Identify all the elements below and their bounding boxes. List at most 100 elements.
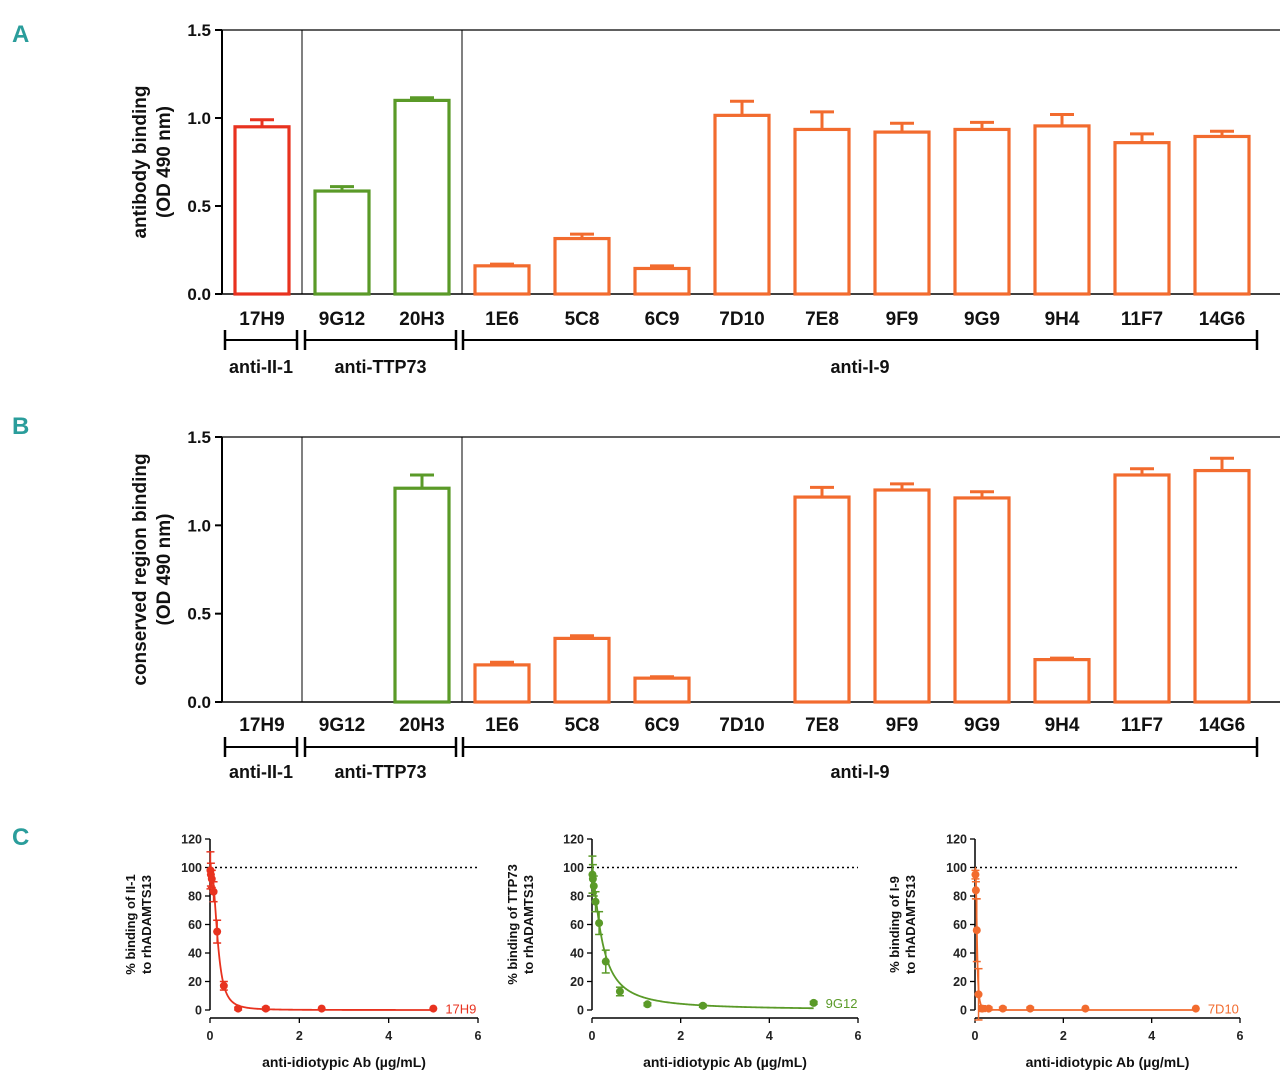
y-tick-label: 80 — [570, 890, 584, 904]
y-tick-label: 1.5 — [187, 428, 211, 447]
category-label-17H9: 17H9 — [239, 309, 284, 330]
x-tick-label: 6 — [855, 1029, 862, 1043]
category-label-14G6: 14G6 — [1199, 309, 1245, 330]
category-label-7D10: 7D10 — [719, 715, 764, 736]
data-point — [1026, 1004, 1035, 1013]
y-tick-label: 120 — [563, 833, 584, 847]
y-tick-label: 100 — [181, 861, 202, 875]
panel-letter-A: A — [12, 21, 29, 48]
panel-letter-B: B — [12, 413, 29, 440]
bar-9F9 — [873, 488, 931, 704]
bar-9G9 — [953, 496, 1011, 704]
y-tick-label: 0.0 — [187, 693, 211, 712]
y-tick-label: 60 — [570, 918, 584, 932]
bar-20H3 — [393, 98, 451, 296]
x-tick-label: 6 — [1237, 1029, 1244, 1043]
bar-chart-A: A 0.0 0.5 1.0 1.5 antibody binding (OD 490 nm)… — [12, 21, 1280, 377]
y-tick-label: 0 — [577, 1004, 584, 1018]
data-point — [971, 886, 980, 895]
y-axis-label-line1: antibody binding — [130, 85, 151, 238]
y-axis-label-line1: conserved region binding — [130, 453, 151, 685]
y-tick-label: 1.0 — [187, 109, 211, 128]
data-point — [971, 870, 980, 879]
fit-curve — [974, 866, 1196, 1011]
group-label: anti-TTP73 — [334, 762, 426, 782]
y-tick-label: 20 — [570, 975, 584, 989]
data-point — [595, 919, 604, 928]
bar-5C8 — [553, 636, 611, 704]
x-axis-label: anti-idiotypic Ab (µg/mL) — [643, 1054, 807, 1070]
y-tick-label: 0 — [960, 1004, 967, 1018]
data-point — [213, 927, 222, 936]
category-label-20H3: 20H3 — [399, 309, 444, 330]
data-point — [698, 1001, 707, 1010]
x-axis-label: anti-idiotypic Ab (µg/mL) — [1026, 1054, 1190, 1070]
y-tick-label: 40 — [953, 947, 967, 961]
bar-20H3 — [393, 486, 451, 704]
y-tick-label: 1.0 — [187, 516, 211, 535]
series-label: 9G12 — [826, 996, 858, 1011]
data-point — [978, 1004, 987, 1013]
category-label-9G12: 9G12 — [319, 309, 365, 330]
category-label-6C9: 6C9 — [645, 715, 680, 736]
category-label-5C8: 5C8 — [565, 715, 600, 736]
bar-9G9 — [953, 127, 1011, 296]
bar-14G6 — [1193, 468, 1251, 704]
fit-curve — [209, 866, 434, 1011]
data-point — [972, 926, 981, 935]
y-tick-label: 120 — [181, 833, 202, 847]
data-point — [589, 882, 598, 891]
bar-7E8 — [793, 127, 851, 296]
category-label-9H4: 9H4 — [1045, 715, 1080, 736]
data-point — [209, 887, 218, 896]
y-axis-label: % binding of TTP73to rhADAMTS13 — [505, 864, 536, 985]
category-label-20H3: 20H3 — [399, 715, 444, 736]
group-label: anti-II-1 — [229, 357, 293, 377]
y-tick-label: 60 — [953, 918, 967, 932]
x-tick-label: 0 — [207, 1029, 214, 1043]
category-label-7E8: 7E8 — [805, 309, 839, 330]
group-label: anti-TTP73 — [334, 357, 426, 377]
y-tick-label: 100 — [563, 861, 584, 875]
x-tick-label: 0 — [589, 1029, 596, 1043]
y-tick-label: 0.5 — [187, 197, 211, 216]
bar-9F9 — [873, 130, 931, 296]
category-label-17H9: 17H9 — [239, 715, 284, 736]
data-point — [591, 897, 600, 906]
data-point — [317, 1004, 326, 1013]
data-point — [974, 990, 983, 999]
group-label: anti-I-9 — [830, 357, 889, 377]
group-label: anti-I-9 — [830, 762, 889, 782]
category-label-9F9: 9F9 — [886, 715, 919, 736]
bar-14G6 — [1193, 134, 1251, 296]
data-point — [261, 1004, 270, 1013]
x-tick-label: 2 — [677, 1029, 684, 1043]
y-tick-label: 0 — [195, 1004, 202, 1018]
category-label-1E6: 1E6 — [485, 715, 519, 736]
x-tick-label: 6 — [475, 1029, 482, 1043]
bar-9H4 — [1033, 124, 1091, 296]
category-label-1E6: 1E6 — [485, 309, 519, 330]
data-point — [219, 981, 228, 990]
y-tick-label: 1.5 — [187, 21, 211, 40]
bar-5C8 — [553, 236, 611, 296]
y-tick-label: 20 — [953, 975, 967, 989]
y-axis-label-line1: % binding of TTP73 — [505, 864, 520, 985]
y-tick-label: 0.0 — [187, 285, 211, 304]
category-label-7D10: 7D10 — [719, 309, 764, 330]
y-tick-label: 80 — [953, 890, 967, 904]
dose-response-chart-C1: C 0 20 40 60 80 100 120 0 2 4 6 anti-idiotypic Ab (µ… — [12, 824, 482, 1070]
x-tick-label: 4 — [766, 1029, 773, 1043]
y-tick-label: 120 — [946, 833, 967, 847]
panel-letter-C: C — [12, 824, 29, 851]
bar-chart-B: B 0.0 0.5 1.0 1.5 conserved region binding (OD… — [12, 413, 1280, 782]
data-point — [643, 1000, 652, 1009]
series-label: 17H9 — [445, 1002, 476, 1017]
y-axis-label-line2: to rhADAMTS13 — [903, 875, 918, 974]
y-tick-label: 100 — [946, 861, 967, 875]
data-point — [601, 957, 610, 966]
bar-7E8 — [793, 495, 851, 704]
y-tick-label: 80 — [188, 890, 202, 904]
bar-11F7 — [1113, 141, 1171, 296]
